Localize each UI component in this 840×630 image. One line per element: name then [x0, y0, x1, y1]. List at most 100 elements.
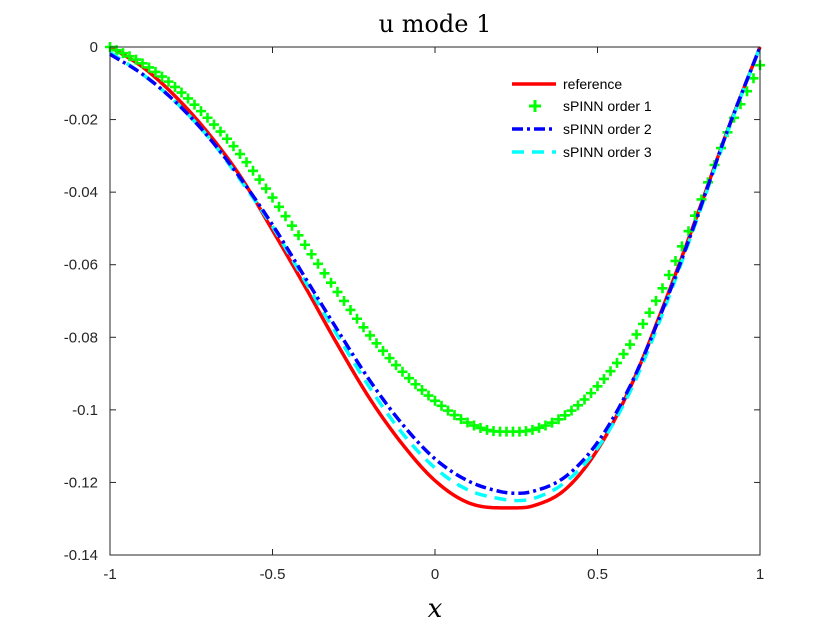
- series-spinn-order-1-point: [170, 81, 180, 92]
- series-spinn-order-1-point: [287, 220, 297, 231]
- series-spinn-order-1-point: [631, 329, 642, 340]
- series-spinn-order-1-point: [443, 405, 453, 416]
- series-spinn-order-1-point: [657, 283, 668, 294]
- series-spinn-order-1-point: [274, 201, 284, 212]
- series-spinn-order-1-point: [547, 417, 557, 428]
- series-spinn-order-1-point: [345, 304, 356, 315]
- x-tick-label: 0: [431, 566, 439, 583]
- series-spinn-order-1-point: [625, 339, 635, 350]
- series-spinn-order-1-point: [670, 255, 681, 266]
- series-spinn-order-1-point: [326, 277, 336, 288]
- series-spinn-order-1-point: [397, 366, 408, 377]
- series-spinn-order-1-point: [163, 76, 174, 87]
- legend-box: [505, 70, 695, 166]
- legend-label-spinn-order-1: sPINN order 1: [563, 98, 652, 114]
- y-tick-label: -0.02: [64, 112, 98, 129]
- series-reference-line: [109, 45, 762, 510]
- series-spinn-order-1-point: [378, 345, 388, 356]
- series-spinn-order-1-point: [332, 286, 343, 297]
- ticks-layer: -1 -0.5 0 0.5 1 0 -0.02 -0.04 -0.06 -0.08 -0.1 -0.1…: [64, 39, 764, 583]
- series-spinn-order-1-point: [644, 307, 655, 318]
- series-spinn-order-1-point: [319, 268, 330, 279]
- series-spinn-order-1-point: [209, 119, 219, 130]
- y-tick-label: -0.04: [64, 184, 98, 201]
- series-spinn-order-1-point: [475, 422, 486, 433]
- series-spinn-order-1-point: [222, 133, 232, 144]
- series-spinn-order-1-point: [248, 165, 258, 176]
- series-spinn-order-1-point: [300, 239, 310, 250]
- series-spinn-order-3-line: [109, 46, 762, 503]
- series-spinn-order-1-point: [573, 400, 583, 411]
- series-spinn-order-1-point: [306, 249, 317, 260]
- series-spinn-order-1-point: [612, 357, 622, 368]
- series-spinn-order-1-point: [683, 226, 694, 237]
- series-spinn-order-1-point: [215, 126, 226, 137]
- y-tick-label: -0.12: [64, 474, 98, 491]
- series-spinn-order-1-point: [469, 420, 479, 431]
- series-spinn-order-1-point: [664, 270, 674, 281]
- y-tick-label: 0: [90, 39, 98, 56]
- series-spinn-order-1-point: [579, 394, 590, 405]
- series-spinn-order-1-point: [456, 414, 466, 425]
- series-spinn-order-1-point: [384, 353, 395, 364]
- series-spinn-order-1-point: [189, 99, 200, 110]
- legend: reference sPINN order 1 sPINN order 2 sP…: [505, 70, 695, 166]
- series-spinn-order-1-point: [527, 424, 538, 435]
- series-spinn-order-1-point: [592, 381, 603, 392]
- series-spinn-order-1-point: [553, 414, 564, 425]
- series-spinn-order-1-point: [417, 385, 427, 396]
- x-tick-label: -1: [103, 566, 116, 583]
- x-tick-label: 0.5: [587, 566, 608, 583]
- series-spinn-order-1-point: [241, 157, 252, 168]
- series-spinn-order-1-point: [436, 400, 447, 411]
- chart-title: u mode 1: [379, 10, 492, 38]
- legend-label-reference: reference: [563, 76, 622, 92]
- series-spinn-order-1-point: [410, 379, 421, 390]
- series-spinn-order-1-point: [358, 322, 369, 333]
- series-spinn-order-1-point: [202, 112, 213, 123]
- series-spinn-order-1-point: [352, 313, 362, 324]
- series-spinn-order-1-point: [638, 318, 648, 329]
- series-spinn-order-1-point: [371, 338, 382, 349]
- x-tick-label: 1: [756, 566, 764, 583]
- series-spinn-order-1-point: [124, 51, 135, 62]
- series-spinn-order-1-point: [605, 366, 616, 377]
- series-spinn-order-1-point: [313, 258, 323, 269]
- series-layer: [105, 42, 765, 510]
- series-spinn-order-1-point: [228, 141, 239, 152]
- series-spinn-order-1-point: [267, 192, 278, 203]
- series-spinn-order-1-point: [235, 149, 245, 160]
- series-spinn-order-1-point: [365, 330, 375, 341]
- series-spinn-order-1-point: [144, 62, 154, 73]
- y-tick-label: -0.1: [72, 402, 98, 419]
- series-spinn-order-1-point: [131, 54, 141, 65]
- series-spinn-order-1-point: [137, 58, 148, 69]
- series-spinn-order-1-point: [339, 295, 349, 306]
- y-tick-label: -0.08: [64, 329, 98, 346]
- series-spinn-order-1-point: [430, 395, 440, 406]
- legend-label-spinn-order-2: sPINN order 2: [563, 121, 652, 137]
- y-tick-label: -0.06: [64, 257, 98, 274]
- series-spinn-order-1-point: [280, 211, 291, 222]
- legend-swatch-spinn-order-1: [529, 100, 541, 112]
- series-spinn-order-1-point: [150, 66, 161, 77]
- series-spinn-order-1-point: [261, 183, 271, 194]
- x-tick-label: -0.5: [260, 566, 286, 583]
- series-spinn-order-1-point: [118, 48, 128, 59]
- series-spinn-order-1-point: [566, 405, 577, 416]
- series-spinn-order-1-point: [748, 73, 759, 84]
- series-spinn-order-1-point: [540, 420, 551, 431]
- y-tick-label: -0.14: [64, 547, 98, 564]
- series-spinn-order-1-point: [651, 295, 661, 306]
- series-spinn-order-1-point: [599, 373, 609, 384]
- series-spinn-order-1-point: [449, 410, 460, 421]
- series-spinn-order-1-point: [618, 349, 629, 360]
- legend-label-spinn-order-3: sPINN order 3: [563, 144, 652, 160]
- series-spinn-order-1-point: [254, 174, 265, 185]
- series-spinn-order-2-line: [109, 46, 762, 496]
- series-spinn-order-1-point: [560, 410, 570, 421]
- series-spinn-order-1-point: [462, 417, 473, 428]
- series-spinn-order-1-point: [423, 390, 434, 401]
- series-spinn-order-1-point: [586, 388, 596, 399]
